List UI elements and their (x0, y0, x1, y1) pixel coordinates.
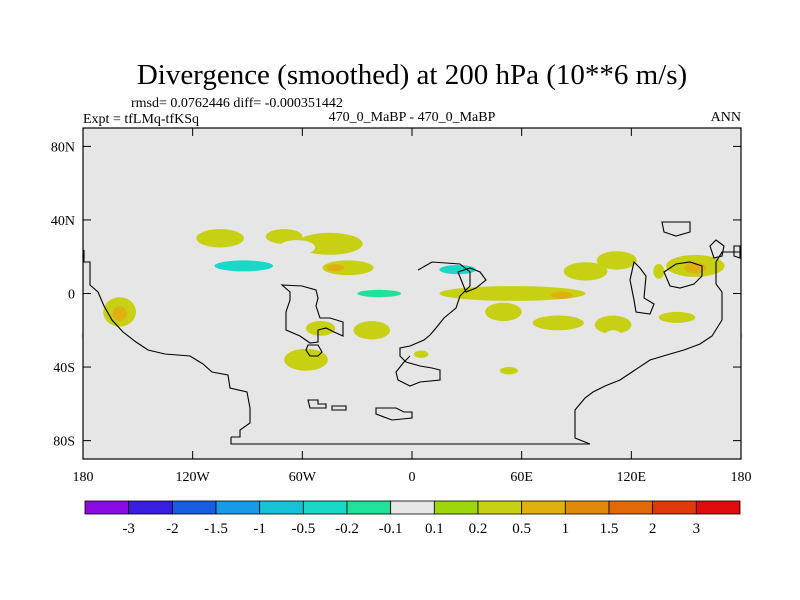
anomaly-patch-26 (353, 321, 391, 340)
y-tick-label-3: 40S (53, 361, 75, 376)
colorbar-box-14 (695, 500, 741, 515)
anomaly-patch-20 (439, 286, 586, 301)
y-axis: 80N 40N 0 40S 80S (51, 140, 741, 450)
colorbar-box-0 (84, 500, 130, 515)
colorbar-label-3: -1 (253, 521, 266, 537)
anomaly-field (81, 229, 743, 375)
x-tick-label-5: 120E (617, 470, 647, 485)
season-label: ANN (711, 110, 741, 125)
anomaly-patch-35 (413, 350, 429, 358)
anomaly-patch-14 (596, 251, 637, 270)
x-axis: 180 120W 60W 0 60E 120E 180 (73, 128, 752, 485)
x-tick-label-1: 120W (176, 470, 211, 485)
anomaly-patch-5 (214, 260, 273, 272)
x-tick-label-4: 60E (510, 470, 533, 485)
anomaly-patch-3 (278, 240, 316, 255)
anomaly-patch-21 (550, 291, 573, 299)
x-tick-label-3: 0 (409, 470, 416, 485)
colorbar-box-6 (346, 500, 392, 515)
anomaly-patch-6 (126, 265, 149, 277)
colorbar-label-8: 0.2 (469, 521, 488, 537)
anomaly-patch-38 (731, 330, 743, 342)
colorbar-box-11 (564, 500, 610, 515)
anomaly-patch-7 (322, 260, 374, 276)
anomaly-patch-23 (112, 306, 127, 322)
anomaly-patch-29 (532, 315, 584, 331)
y-tick-label-4: 80S (53, 435, 75, 450)
y-tick-label-0: 80N (51, 140, 75, 155)
colorbar-box-13 (652, 500, 697, 515)
colorbar-label-5: -0.2 (335, 521, 359, 537)
anomaly-patch-19 (357, 289, 401, 298)
colorbar: -3 -2 -1.5 -1 -0.5 -0.2 -0.1 0.1 0.2 0.5 1 1.5 2 3 (84, 500, 741, 537)
anomaly-patch-28 (485, 302, 522, 322)
anomaly-patch-30 (594, 315, 632, 334)
anomaly-patch-37 (81, 330, 93, 342)
anomaly-patch-34 (284, 348, 328, 371)
anomaly-patch-31 (658, 311, 696, 323)
anomaly-patch-25 (306, 321, 336, 336)
colorbar-label-10: 1 (562, 521, 570, 537)
colorbar-box-7 (390, 500, 435, 515)
anomaly-patch-13 (563, 262, 608, 281)
x-tick-label-6: 180 (731, 470, 752, 485)
anomaly-patch-33 (602, 330, 625, 349)
anomaly-patch-12 (521, 260, 566, 276)
colorbar-label-2: -1.5 (204, 521, 228, 537)
colorbar-label-0: -3 (122, 521, 135, 537)
anomaly-patch-11 (439, 265, 477, 275)
colorbar-box-12 (608, 500, 654, 515)
y-tick-label-2: 0 (68, 288, 75, 303)
anomaly-patch-17 (653, 264, 665, 279)
anomaly-patch-36 (499, 367, 518, 375)
colorbar-box-9 (477, 500, 523, 515)
stats-label: rmsd= 0.0762446 diff= -0.000351442 (131, 96, 343, 111)
colorbar-box-3 (215, 500, 261, 515)
colorbar-box-1 (128, 500, 173, 515)
colorbar-box-10 (521, 500, 566, 515)
x-tick-label-0: 180 (73, 470, 94, 485)
colorbar-label-1: -2 (166, 521, 179, 537)
colorbar-label-6: -0.1 (379, 521, 403, 537)
coastline-outline (83, 221, 741, 445)
x-tick-label-2: 60W (289, 470, 317, 485)
anomaly-patch-24 (150, 315, 162, 327)
colorbar-label-4: -0.5 (291, 521, 315, 537)
colorbar-label-12: 2 (649, 521, 657, 537)
chart-title: Divergence (smoothed) at 200 hPa (10**6 … (137, 59, 687, 91)
colorbar-label-11: 1.5 (600, 521, 619, 537)
anomaly-patch-32 (499, 339, 544, 358)
anomaly-patch-1 (265, 229, 303, 244)
anomaly-patch-8 (326, 264, 345, 272)
experiment-label: Expt = tfLMq-tfKSq (83, 112, 199, 127)
colorbar-box-2 (171, 500, 217, 515)
colorbar-label-7: 0.1 (425, 521, 444, 537)
colorbar-label-13: 3 (693, 521, 701, 537)
anomaly-patch-27 (399, 322, 454, 338)
colorbar-box-4 (259, 500, 304, 515)
colorbar-box-5 (302, 500, 348, 515)
colorbar-box-8 (433, 500, 479, 515)
anomaly-patch-0 (196, 229, 244, 248)
case-label: 470_0_MaBP - 470_0_MaBP (329, 110, 496, 125)
colorbar-label-9: 0.5 (512, 521, 531, 537)
map-plot: 180 120W 60W 0 60E 120E 180 80N 40N 0 40S 80S (51, 127, 752, 485)
y-tick-label-1: 40N (51, 214, 75, 229)
